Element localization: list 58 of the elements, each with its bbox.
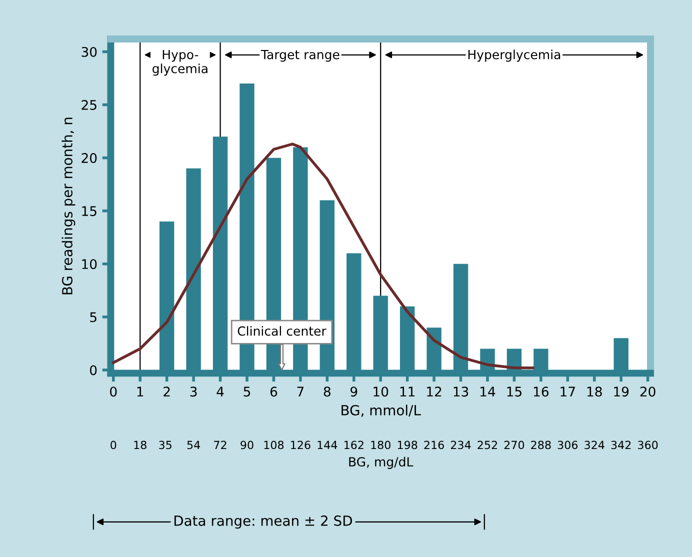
x-tick-label: 9 [350,386,358,397]
x2-tick-label: 0 [110,440,116,450]
x2-tick-label: 270 [504,440,524,450]
x-tick-label: 7 [297,386,304,396]
x2-tick-label: 234 [450,440,471,450]
x-tick-label: 1 [137,386,144,396]
x2-tick-label: 342 [611,440,631,450]
x-tick-label: 14 [480,386,496,396]
x2-tick-label: 108 [264,440,284,450]
x-tick-label: 17 [560,386,575,396]
x-tick-label: 0 [110,386,117,397]
x2-tick-label: 198 [398,440,418,450]
annotation: Hypo- glycemia [152,50,208,76]
x2-tick-label: 180 [371,440,390,450]
text: Data range: mean ± 2 SD [174,515,352,529]
y-tick-label: 0 [90,365,97,376]
x-tick-label: 19 [614,386,629,397]
x2-tick-label: 360 [638,440,658,450]
x-tick-label: 10 [374,386,388,397]
y-axis-title: BG readings per month, n [62,118,76,294]
x2-tick-label: 252 [478,440,497,450]
y-tick-label: 15 [82,206,96,216]
x2-tick-label: 306 [558,440,578,450]
x2-tick-label: 35 [159,440,172,450]
x-tick-label: 4 [216,386,224,396]
x2-tick-label: 162 [344,440,364,450]
x-tick-label: 11 [400,386,414,396]
x-tick-label: 12 [427,386,442,396]
x-tick-label: 13 [454,386,468,397]
x-tick-label: 6 [270,386,278,397]
x2-tick-label: 324 [584,440,604,450]
x-tick-label: 18 [587,386,602,397]
x-tick-label: 2 [164,386,170,396]
y-tick-label: 30 [82,46,97,57]
y-tick-label: 5 [90,312,96,322]
x2-tick-label: 144 [318,440,338,449]
y-tick-label: 10 [82,259,97,270]
annotation: Hyperglycemia [468,50,560,62]
x-tick-label: 5 [244,386,250,397]
x-tick-label: 8 [324,386,330,397]
x2-tick-label: 72 [214,440,226,449]
x-tick-label: 16 [534,386,548,397]
annotation: Clinical center [238,326,326,336]
x2-axis-title: BG, mg/dL [349,456,414,469]
annotation: Target range [260,50,340,62]
x2-tick-label: 288 [531,440,551,450]
x2-tick-label: 216 [424,440,444,450]
x-tick-label: 20 [640,386,656,397]
x-tick-label: 15 [507,386,522,397]
x-tick-label: 3 [190,386,197,397]
x2-tick-label: 18 [134,440,146,450]
y-tick-label: 25 [82,100,96,110]
x2-tick-label: 126 [291,440,310,450]
x2-tick-label: 54 [187,440,200,450]
line-series [112,142,534,370]
x-axis-title: BG, mmol/L [342,404,421,417]
y-tick-label: 20 [82,153,97,164]
x2-tick-label: 90 [240,440,254,450]
